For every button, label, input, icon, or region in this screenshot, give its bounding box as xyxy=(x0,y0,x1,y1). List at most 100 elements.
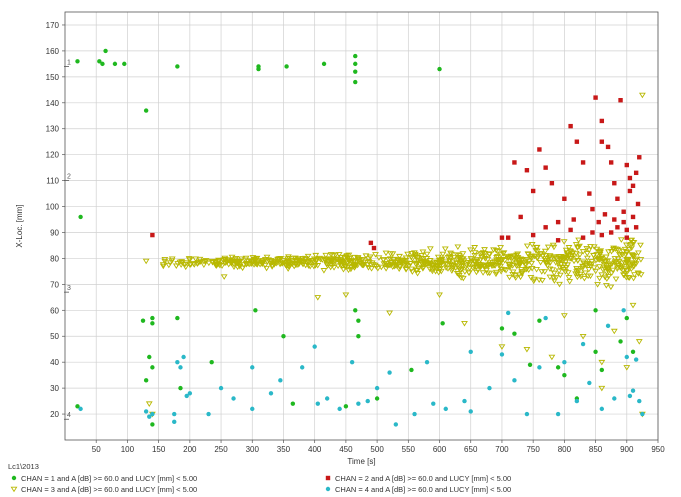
data-point xyxy=(424,260,432,267)
data-point xyxy=(518,214,523,220)
data-point xyxy=(473,258,481,265)
data-point xyxy=(623,242,630,249)
data-point xyxy=(634,250,642,256)
data-point xyxy=(489,262,497,268)
data-point xyxy=(565,245,573,251)
data-point xyxy=(472,264,480,271)
data-point xyxy=(608,261,616,267)
data-point xyxy=(337,406,342,412)
data-point xyxy=(387,260,395,266)
data-point xyxy=(608,160,614,165)
data-point xyxy=(371,245,377,251)
y-tick-label: 170 xyxy=(46,21,60,30)
data-point xyxy=(278,378,283,383)
x-tick-label: 550 xyxy=(402,445,416,454)
data-point xyxy=(544,244,552,251)
data-point xyxy=(449,261,456,268)
data-point xyxy=(546,266,554,272)
data-point xyxy=(598,385,606,392)
data-point xyxy=(602,283,610,289)
data-point xyxy=(368,266,375,272)
data-point xyxy=(349,359,355,365)
data-point xyxy=(571,217,576,222)
data-point xyxy=(550,256,558,262)
data-point xyxy=(537,259,544,266)
data-point xyxy=(194,261,201,267)
data-point xyxy=(196,256,204,263)
data-point xyxy=(354,255,362,261)
data-point xyxy=(329,253,337,259)
data-point xyxy=(387,370,392,375)
data-point xyxy=(374,396,380,401)
data-point xyxy=(581,275,588,282)
data-point xyxy=(550,270,558,277)
data-point xyxy=(574,244,582,251)
data-point xyxy=(290,263,298,270)
data-point xyxy=(552,275,560,281)
data-point xyxy=(353,79,358,85)
data-point xyxy=(624,257,632,263)
data-point xyxy=(560,239,568,245)
x-axis-title: Time [s] xyxy=(347,457,375,466)
data-point xyxy=(483,263,491,269)
data-point xyxy=(506,264,514,271)
data-point xyxy=(543,165,548,170)
data-point xyxy=(218,385,224,391)
data-point xyxy=(524,168,530,173)
data-point xyxy=(580,341,586,347)
data-point xyxy=(554,259,562,266)
data-point xyxy=(434,254,442,261)
x-tick-label: 750 xyxy=(526,445,540,454)
data-point xyxy=(178,365,183,370)
x-tick-label: 300 xyxy=(246,445,260,454)
data-point xyxy=(621,308,626,313)
data-point xyxy=(531,253,539,260)
data-point xyxy=(552,255,560,261)
data-point xyxy=(496,260,504,267)
data-point xyxy=(618,97,623,103)
data-point xyxy=(236,263,244,270)
channel-marker-label: 4 xyxy=(67,412,71,419)
data-point xyxy=(337,263,345,269)
data-point xyxy=(612,217,617,222)
x-tick-label: 350 xyxy=(277,445,291,454)
data-point xyxy=(100,61,105,67)
data-point xyxy=(202,259,210,265)
data-point xyxy=(607,284,615,291)
data-point xyxy=(593,349,598,355)
data-point xyxy=(611,260,619,266)
legend-symbol xyxy=(325,486,331,492)
data-point xyxy=(272,260,280,267)
data-point xyxy=(576,252,584,258)
data-point xyxy=(585,247,593,253)
data-point xyxy=(330,261,337,268)
data-point xyxy=(546,253,554,259)
data-point xyxy=(637,257,645,263)
data-point xyxy=(302,262,310,269)
data-point xyxy=(431,401,436,406)
data-point xyxy=(533,248,541,255)
data-point xyxy=(232,255,240,262)
data-point xyxy=(575,237,583,244)
data-point xyxy=(467,247,474,253)
data-point xyxy=(268,391,274,396)
data-point xyxy=(494,248,502,255)
data-point xyxy=(471,259,478,266)
data-point xyxy=(612,181,617,186)
data-point xyxy=(627,188,633,194)
data-point xyxy=(286,260,294,266)
data-point xyxy=(310,256,318,263)
data-point xyxy=(518,270,526,277)
data-point xyxy=(140,318,146,323)
data-point xyxy=(587,191,592,196)
data-point xyxy=(492,269,500,276)
data-point xyxy=(301,255,309,262)
data-point xyxy=(499,257,507,263)
data-point xyxy=(505,310,511,316)
data-point xyxy=(598,359,606,366)
data-point xyxy=(491,263,499,269)
data-point xyxy=(575,267,583,274)
data-point xyxy=(509,269,517,275)
channel-marker-label: 3 xyxy=(67,285,71,292)
data-point xyxy=(555,238,561,243)
